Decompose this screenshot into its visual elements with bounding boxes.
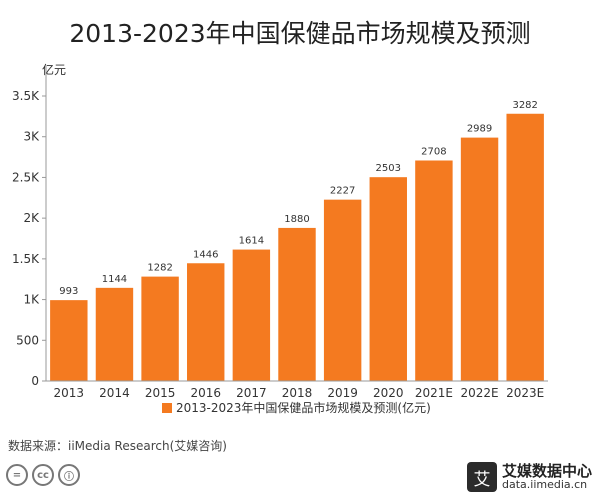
x-tick-label: 2016 (190, 386, 221, 400)
brand-name: 艾媒数据中心 (501, 461, 592, 480)
source-text: 数据来源：iiMedia Research(艾媒咨询) (8, 439, 227, 453)
y-tick-label: 500 (16, 333, 39, 347)
bar-value-label: 1282 (147, 263, 172, 274)
cc-license-icon: = (6, 464, 28, 486)
x-tick-label: 2017 (236, 386, 267, 400)
bar-value-label: 1144 (102, 274, 127, 285)
bar (95, 287, 134, 381)
legend-label: 2013-2023年中国保健品市场规模及预测(亿元) (176, 400, 431, 415)
legend-swatch (162, 403, 172, 413)
brand-logo: 艾 艾媒数据中心 data.iimedia.cn (466, 461, 592, 492)
y-tick-label: 0 (31, 374, 39, 388)
bar-value-label: 1614 (239, 236, 264, 247)
bar (460, 137, 499, 381)
bar (141, 276, 179, 381)
bar-value-label: 2708 (421, 146, 446, 157)
brand-mark-icon: 艾 (466, 462, 497, 492)
y-tick-label: 1K (23, 293, 40, 307)
x-tick-label: 2018 (282, 386, 313, 400)
bar-value-label: 3282 (512, 100, 537, 111)
license-icons: = cc ⓘ (6, 464, 80, 486)
cc-noncommercial-icon: ⓘ (58, 464, 80, 486)
legend: 2013-2023年中国保健品市场规模及预测(亿元) (162, 400, 431, 415)
y-tick-label: 2K (23, 211, 40, 225)
bar (506, 113, 544, 381)
bar-value-label: 1880 (284, 214, 309, 225)
footer: = cc ⓘ 艾 艾媒数据中心 data.iimedia.cn (0, 460, 600, 504)
x-tick-label: 2014 (99, 386, 130, 400)
bar (187, 263, 225, 381)
bar-value-label: 1446 (193, 249, 218, 260)
x-tick-label: 2013 (54, 386, 85, 400)
bar (323, 199, 362, 381)
x-tick-label: 2015 (145, 386, 176, 400)
x-tick-label: 2019 (327, 386, 358, 400)
bar (369, 177, 407, 381)
chart-title: 2013-2023年中国保健品市场规模及预测 (69, 19, 531, 48)
y-tick-label: 2.5K (12, 170, 40, 184)
x-axis: 2013 2014 2015 2016 2017 2018 2019 2020 2021E 202… (46, 380, 548, 400)
bar (415, 160, 453, 381)
x-tick-label: 2020 (373, 386, 404, 400)
bar (50, 300, 88, 381)
bar-value-label: 2503 (376, 163, 401, 174)
bar-value-label: 2227 (330, 186, 355, 197)
bar (278, 227, 316, 381)
x-tick-label: 2022E (460, 386, 498, 400)
y-tick-label: 3.5K (12, 89, 40, 103)
y-axis-unit-label: 亿元 (42, 62, 66, 77)
cc-attribution-icon: cc (32, 464, 54, 486)
bar-value-label: 2989 (467, 124, 492, 135)
x-tick-label: 2021E (415, 386, 453, 400)
y-tick-label: 3K (23, 130, 40, 144)
bars: 993 1144 1282 1446 1614 1880 2227 2503 2708 2989 3… (50, 100, 544, 381)
bar (232, 249, 271, 381)
brand-url: data.iimedia.cn (501, 478, 588, 492)
bar-value-label: 993 (59, 286, 78, 297)
y-tick-label: 1.5K (12, 252, 40, 266)
x-tick-label: 2023E (506, 386, 544, 400)
